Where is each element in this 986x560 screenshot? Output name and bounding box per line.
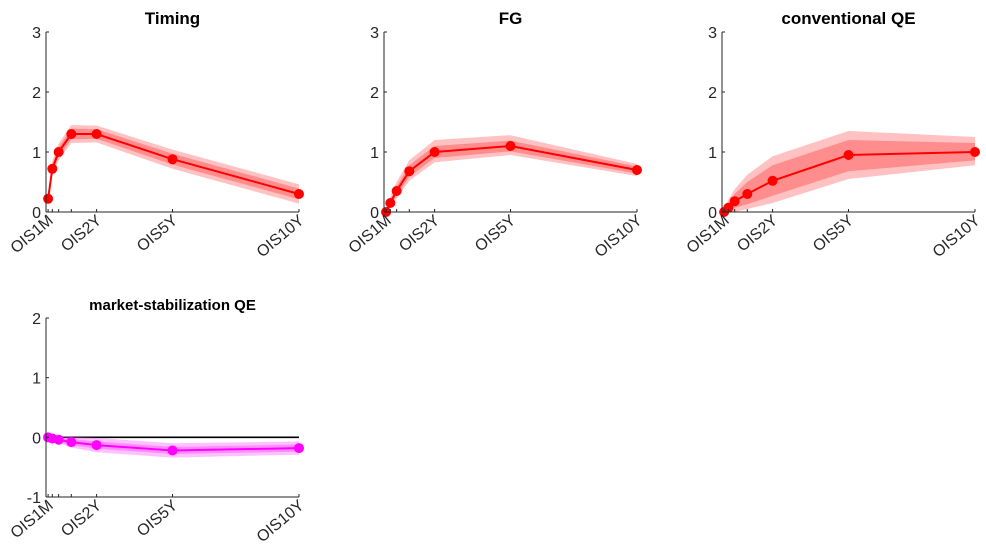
data-point <box>723 202 734 213</box>
y-tick-label: 2 <box>708 85 717 102</box>
y-tick-label: 0 <box>32 205 41 222</box>
chart-title: conventional QE <box>781 9 915 28</box>
x-tick-label: OIS5Y <box>134 497 181 541</box>
chart-title: market-stabilization QE <box>89 297 256 314</box>
y-tick-label: 2 <box>32 311 41 328</box>
chart-title: FG <box>499 9 523 28</box>
x-tick-label: OIS5Y <box>810 212 857 256</box>
x-tick-label: OIS5Y <box>472 212 519 256</box>
data-point <box>404 166 415 177</box>
x-tick-label: OIS5Y <box>134 212 181 256</box>
confidence-outer-band <box>48 125 299 204</box>
y-tick-label: -1 <box>27 490 41 507</box>
data-point <box>167 445 178 456</box>
y-tick-label: 3 <box>370 25 379 42</box>
y-tick-label: 1 <box>32 371 41 388</box>
data-point <box>729 196 740 207</box>
x-tick-label: OIS2Y <box>734 212 781 256</box>
data-point <box>505 141 516 151</box>
data-point <box>429 147 440 157</box>
y-tick-label: 3 <box>708 25 717 42</box>
x-tick-label: OIS10Y <box>254 212 308 261</box>
confidence-outer-band <box>724 131 975 214</box>
data-point <box>91 440 102 451</box>
x-tick-label: OIS2Y <box>58 212 105 256</box>
data-point <box>843 150 854 160</box>
x-tick-label: OIS2Y <box>58 497 105 541</box>
confidence-outer-band <box>386 135 637 214</box>
data-point <box>742 189 753 199</box>
x-tick-label: OIS2Y <box>396 212 443 256</box>
y-tick-label: 1 <box>708 145 717 162</box>
data-point <box>294 189 304 199</box>
data-point <box>391 186 402 196</box>
data-point <box>767 175 778 186</box>
x-tick-label: OIS10Y <box>254 497 308 546</box>
y-tick-label: 2 <box>32 85 41 102</box>
y-tick-label: 0 <box>32 430 41 447</box>
y-tick-label: 3 <box>32 25 41 42</box>
y-tick-label: 2 <box>370 85 379 102</box>
confidence-inner-band <box>724 140 975 213</box>
y-tick-label: 1 <box>32 145 41 162</box>
data-point <box>53 147 64 157</box>
data-point <box>43 193 54 204</box>
x-tick-label: OIS10Y <box>592 212 646 261</box>
data-point <box>294 443 304 454</box>
data-point <box>167 154 178 165</box>
data-point <box>53 434 64 445</box>
data-point <box>970 147 980 157</box>
data-point <box>66 129 77 139</box>
x-tick-label: OIS10Y <box>930 212 984 261</box>
y-tick-label: 1 <box>370 145 379 162</box>
confidence-inner-band <box>48 128 299 201</box>
data-point <box>632 165 642 175</box>
data-point <box>385 198 396 208</box>
y-tick-label: 0 <box>370 205 379 222</box>
y-tick-label: 0 <box>708 205 717 222</box>
chart-title: Timing <box>145 9 200 28</box>
data-point <box>91 129 102 139</box>
data-point <box>66 437 77 448</box>
data-point <box>47 163 58 174</box>
